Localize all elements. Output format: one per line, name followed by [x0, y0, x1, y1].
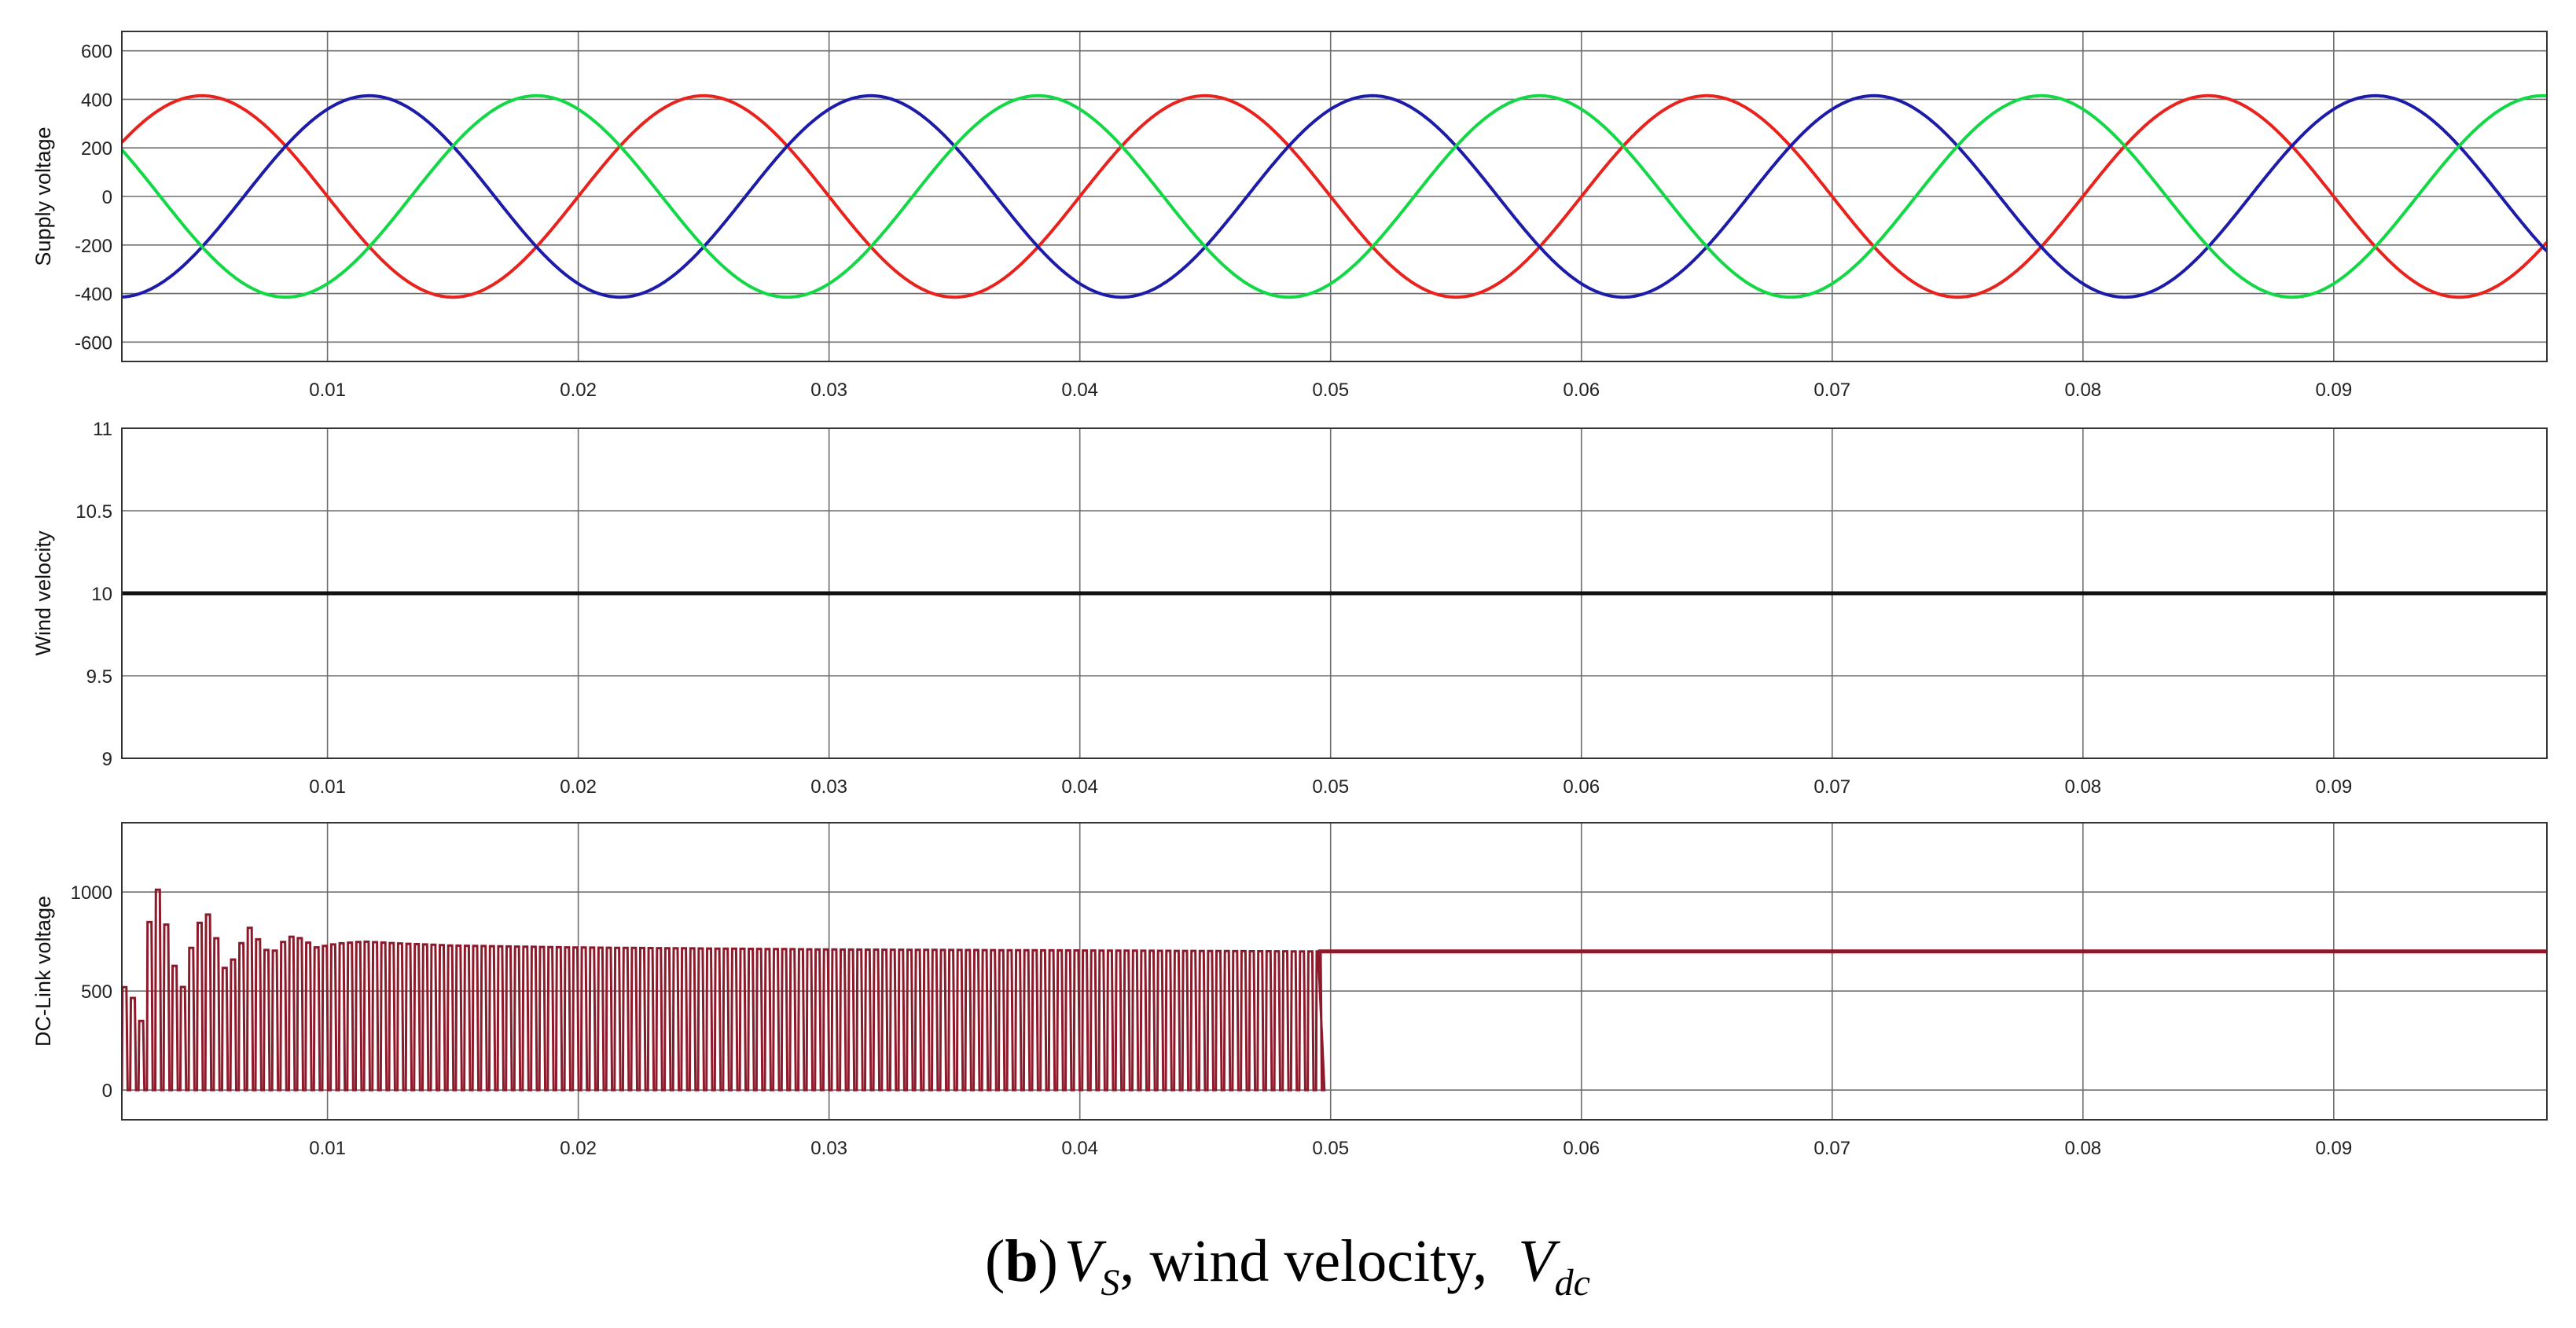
y-axis-label: Wind velocity: [31, 530, 55, 656]
x-tick-label: 0.09: [2315, 380, 2352, 401]
y-axis-label: DC-Link voltage: [31, 896, 55, 1047]
caption-mid-text: , wind velocity,: [1119, 1228, 1502, 1294]
x-tick-label: 0.05: [1312, 1138, 1349, 1159]
x-tick-label: 0.04: [1061, 380, 1098, 401]
y-tick-label: 0: [102, 1080, 112, 1102]
y-tick-label: 9.5: [86, 666, 112, 688]
x-tick-label: 0.04: [1061, 1138, 1098, 1159]
x-tick-label: 0.07: [1813, 380, 1850, 401]
x-tick-label: 0.03: [810, 776, 847, 798]
x-tick-label: 0.08: [2064, 776, 2101, 798]
series-line-0: [122, 94, 2547, 299]
y-tick-label: -200: [75, 236, 112, 257]
caption-vdc-symbol: V: [1518, 1228, 1560, 1294]
y-tick-label: 10.5: [75, 501, 112, 523]
plot-area: [122, 823, 2547, 1120]
y-tick-label: 11: [93, 419, 112, 440]
x-tick-label: 0.08: [2064, 380, 2101, 401]
figure-caption: (b) VS, wind velocity, Vdc: [985, 1228, 1590, 1304]
caption-close-paren: ): [1038, 1228, 1058, 1294]
series-line-2: [122, 94, 2547, 299]
x-tick-label: 0.02: [560, 776, 597, 798]
caption-label: b: [1005, 1228, 1038, 1294]
caption-vs-symbol: V: [1064, 1228, 1107, 1294]
y-tick-label: 600: [81, 42, 112, 63]
plot-frame: [121, 427, 2548, 759]
x-tick-label: 0.06: [1563, 776, 1600, 798]
x-tick-label: 0.01: [309, 776, 346, 798]
caption-open-paren: (: [985, 1228, 1005, 1294]
x-tick-label: 0.05: [1312, 380, 1349, 401]
y-tick-label: -400: [75, 284, 112, 306]
x-tick-label: 0.05: [1312, 776, 1349, 798]
supply-voltage-panel: 0.01 0.02 0.03 0.04 0.05 0.06 0.07 0.08 0.09 600 4…: [31, 31, 2548, 401]
x-tick-label: 0.01: [309, 380, 346, 401]
x-tick-label: 0.06: [1563, 1138, 1600, 1159]
x-tick-label: 0.09: [2315, 776, 2352, 798]
y-tick-label: 200: [81, 138, 112, 160]
x-tick-label: 0.02: [560, 380, 597, 401]
x-tick-label: 0.09: [2315, 1138, 2352, 1159]
x-tick-label: 0.07: [1813, 1138, 1850, 1159]
x-tick-label: 0.03: [810, 380, 847, 401]
x-tick-label: 0.01: [309, 1138, 346, 1159]
x-tick-label: 0.07: [1813, 776, 1850, 798]
y-tick-label: 400: [81, 90, 112, 111]
series-line-1: [122, 94, 2547, 299]
plot-frame: [121, 31, 2548, 362]
y-tick-label: 500: [81, 981, 112, 1003]
y-axis-label: Supply voltage: [31, 127, 55, 266]
caption-vdc-subscript: dc: [1555, 1262, 1590, 1304]
y-tick-label: 0: [102, 187, 112, 208]
x-tick-label: 0.02: [560, 1138, 597, 1159]
dc-link-voltage-panel: 0.01 0.02 0.03 0.04 0.05 0.06 0.07 0.08 0.09 1000…: [31, 822, 2548, 1159]
x-tick-label: 0.04: [1061, 776, 1098, 798]
wind-velocity-panel: 0.01 0.02 0.03 0.04 0.05 0.06 0.07 0.08 0.09 11 10…: [31, 419, 2548, 798]
y-tick-label: 9: [102, 749, 112, 770]
y-tick-label: -600: [75, 332, 112, 354]
x-tick-label: 0.08: [2064, 1138, 2101, 1159]
y-tick-label: 10: [91, 584, 112, 605]
caption-vs-subscript: S: [1101, 1262, 1119, 1304]
dc-link-pulse-trace: [122, 888, 1326, 1091]
y-tick-label: 1000: [71, 882, 112, 904]
plot-frame: [121, 822, 2548, 1121]
x-tick-label: 0.06: [1563, 380, 1600, 401]
x-tick-label: 0.03: [810, 1138, 847, 1159]
